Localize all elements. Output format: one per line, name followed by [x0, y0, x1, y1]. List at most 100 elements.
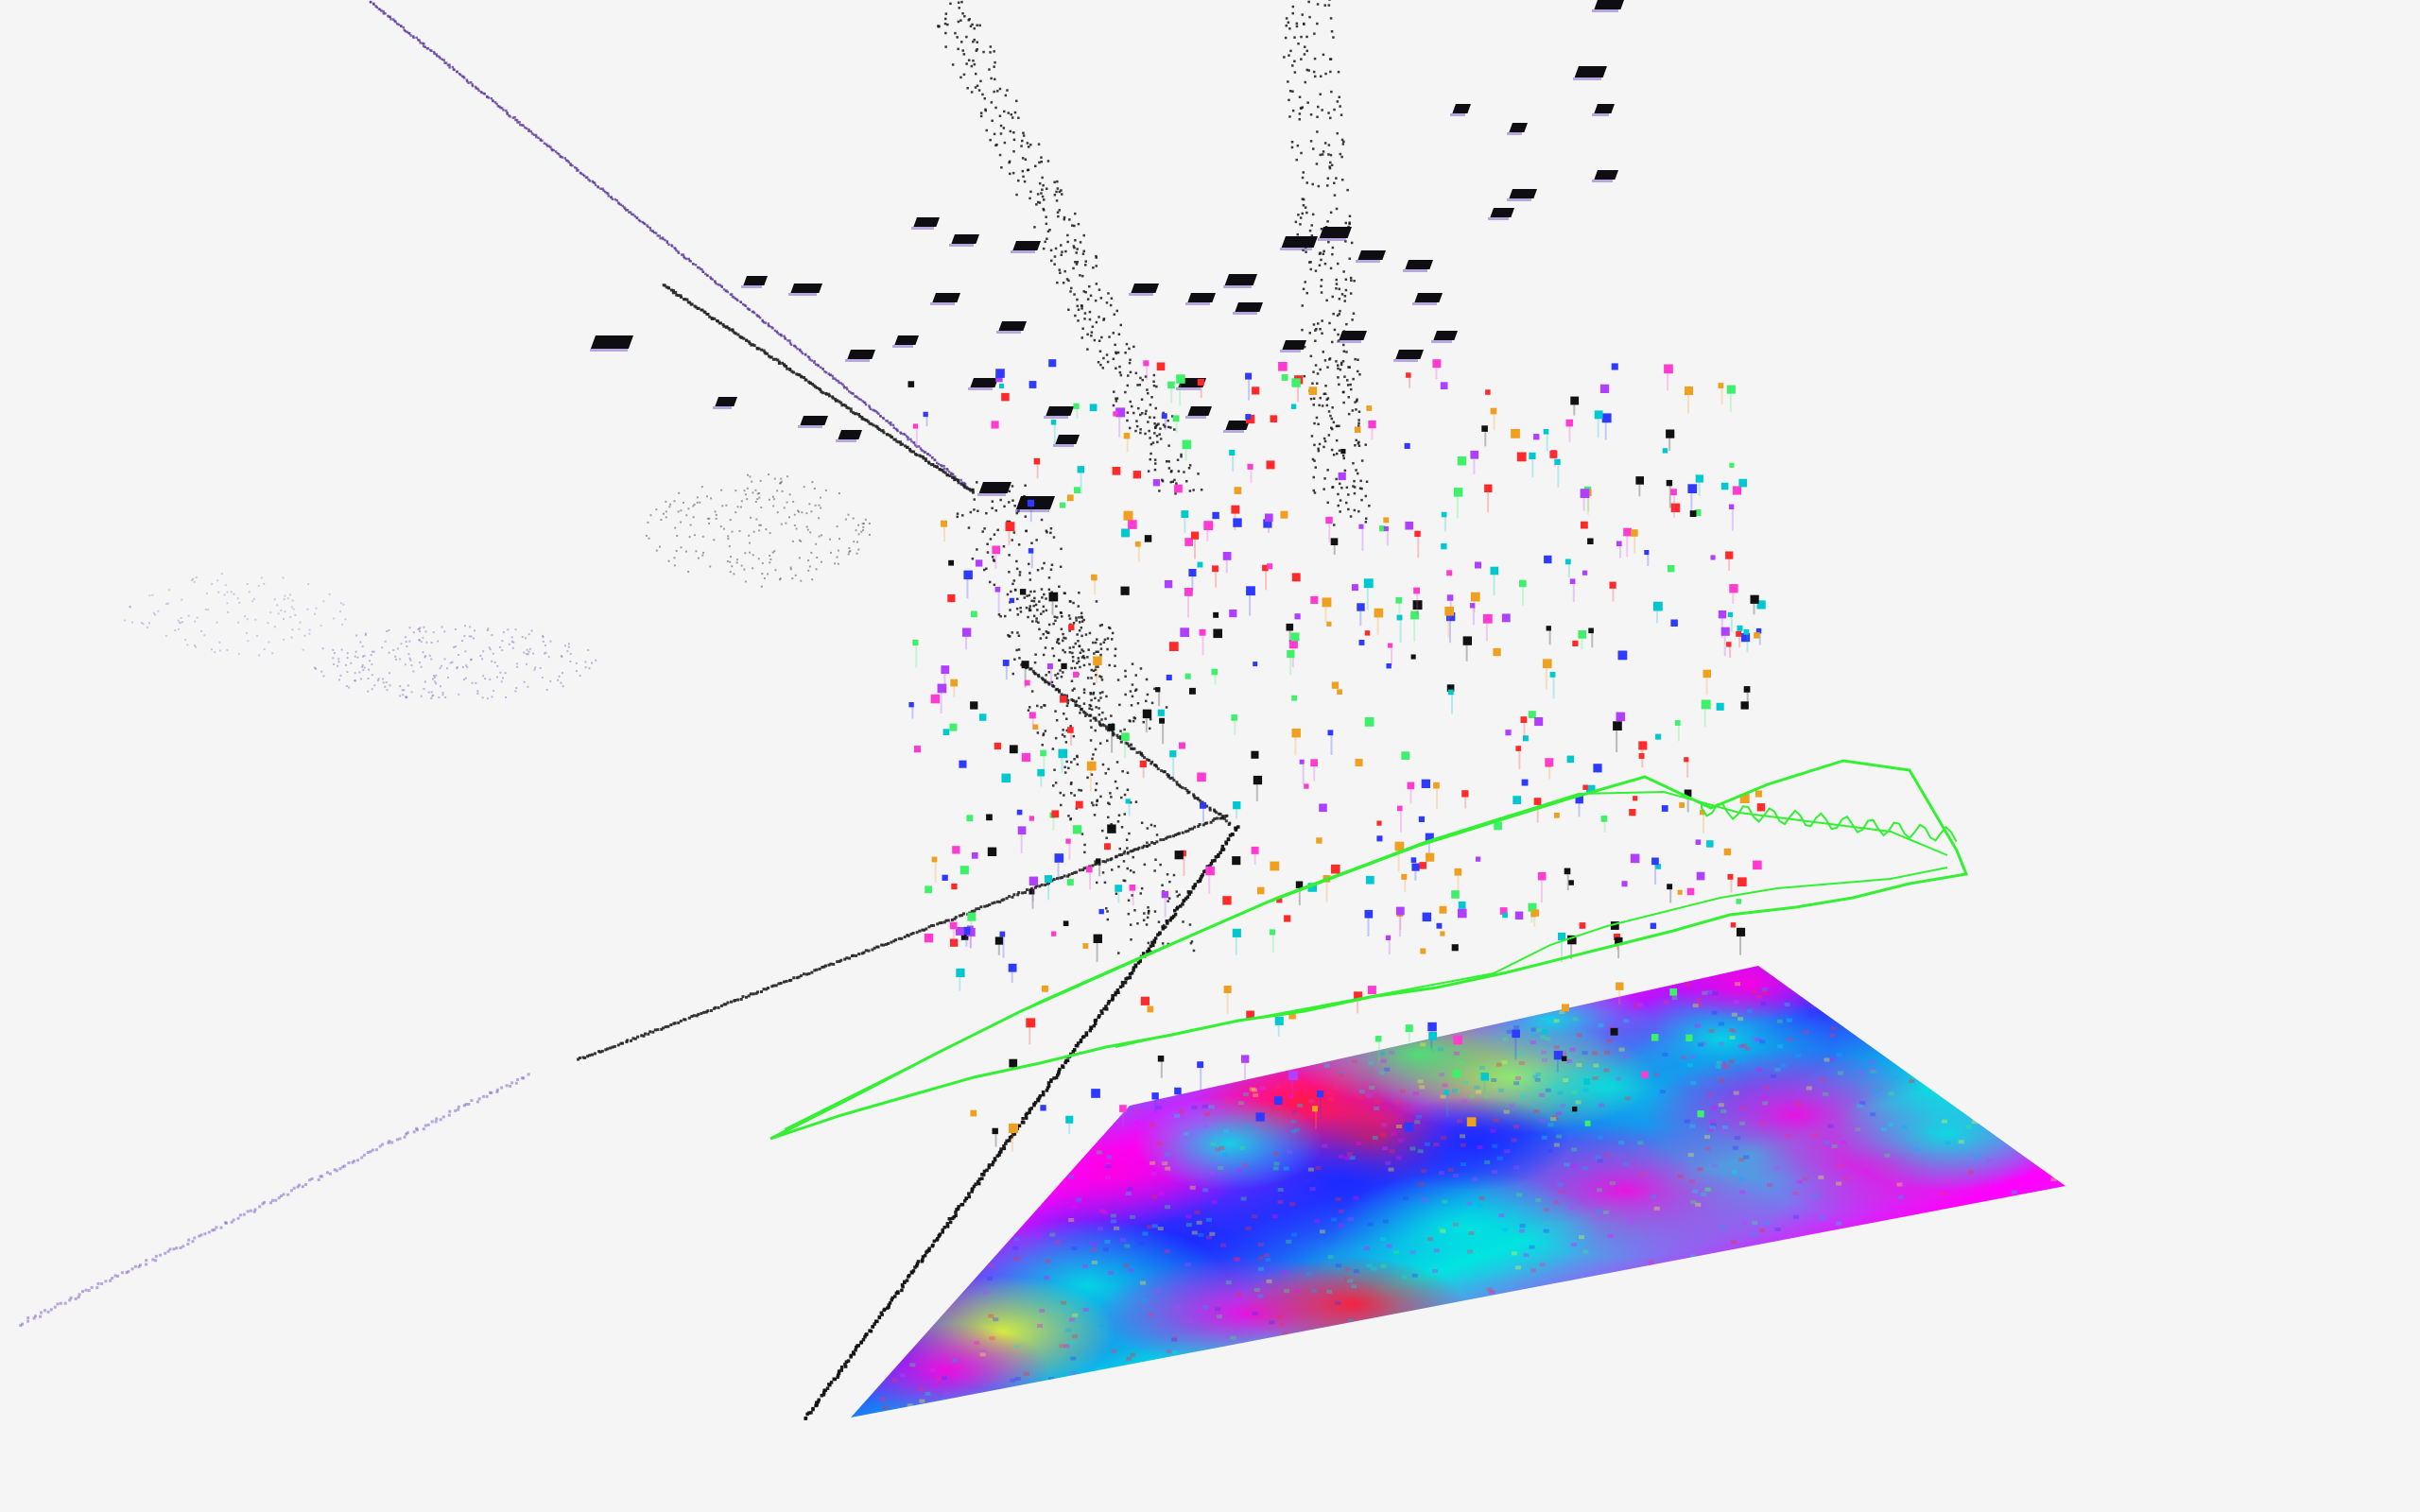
feature-marker — [1718, 383, 1724, 388]
heatmap-cell — [1411, 1273, 1418, 1278]
distant-point — [432, 678, 435, 680]
marker-trail — [952, 929, 955, 944]
stream-point — [1015, 559, 1018, 563]
ray-point — [1221, 815, 1225, 818]
marker-trail — [1366, 588, 1369, 610]
feature-marker — [1405, 521, 1413, 530]
heatmap-cell — [1698, 1042, 1703, 1047]
stream-point — [1083, 850, 1086, 854]
distant-point — [434, 680, 437, 683]
distant-point — [659, 545, 661, 548]
ray-point — [646, 224, 648, 227]
heatmap-cell — [1958, 1140, 1964, 1144]
stream-point — [1329, 153, 1333, 157]
marker-trail — [1570, 944, 1573, 959]
stream-point — [1065, 278, 1069, 281]
stream-point — [1009, 635, 1011, 638]
feature-marker — [1420, 948, 1426, 954]
marker-trail — [1472, 608, 1475, 626]
ray-point — [653, 231, 656, 234]
feature-marker — [1191, 531, 1200, 540]
ray-point — [457, 1108, 460, 1111]
heatmap-cell — [1221, 1153, 1228, 1157]
ray-point — [852, 392, 855, 395]
distant-point — [693, 503, 696, 506]
distant-point — [830, 551, 832, 554]
ray-point — [734, 297, 737, 301]
ray-point — [636, 1035, 640, 1039]
distant-point — [482, 675, 485, 678]
feature-marker — [1270, 415, 1278, 422]
stream-point — [1106, 360, 1110, 364]
distant-point — [314, 612, 316, 615]
distant-point — [178, 621, 181, 624]
ray-point — [845, 387, 848, 389]
stream-point — [1044, 646, 1047, 649]
heatmap-cell — [1442, 1083, 1448, 1088]
ray-point — [191, 1240, 195, 1244]
heatmap-cell — [1107, 1271, 1114, 1275]
stream-point — [1357, 472, 1359, 475]
distant-point — [227, 610, 230, 613]
ray-point — [917, 445, 921, 448]
landmark-block — [1012, 241, 1041, 250]
feature-marker — [1452, 1069, 1461, 1078]
feature-marker — [1001, 392, 1010, 402]
heatmap-cell — [1236, 1292, 1242, 1297]
stream-point — [1304, 281, 1306, 284]
marker-trail — [1244, 1062, 1246, 1079]
feature-marker — [1357, 603, 1365, 611]
ray-point — [829, 1381, 834, 1384]
distant-point — [665, 500, 667, 503]
feature-marker — [1470, 592, 1480, 602]
heatmap-cell — [1156, 1105, 1163, 1109]
stream-point — [1324, 72, 1327, 76]
stream-point — [1368, 505, 1371, 507]
ray-point — [466, 79, 469, 83]
ray-point — [859, 398, 862, 402]
stream-point — [1313, 443, 1316, 447]
feature-marker — [1578, 630, 1587, 639]
feature-marker — [947, 594, 956, 603]
ray-point — [1032, 671, 1036, 675]
feature-marker — [1542, 659, 1552, 669]
distant-point — [484, 678, 487, 680]
stream-point — [1353, 491, 1357, 495]
distant-point — [502, 677, 504, 679]
ray-point — [932, 923, 936, 927]
distant-point — [419, 662, 422, 664]
ray-point — [1140, 751, 1144, 755]
stream-point — [1129, 400, 1132, 404]
ray-point — [1168, 777, 1172, 781]
distant-point — [567, 643, 570, 645]
stream-point — [1013, 111, 1017, 114]
stream-point — [1115, 351, 1117, 354]
ray-point — [855, 395, 858, 398]
ray-point — [936, 922, 940, 926]
ray-point — [384, 12, 387, 15]
ray-point — [967, 1194, 972, 1199]
feature-marker — [966, 927, 976, 936]
stream-point — [1090, 331, 1094, 334]
heatmap-cell — [1396, 1125, 1402, 1128]
ray-point — [443, 61, 446, 64]
stream-point — [1130, 704, 1133, 707]
ray-point — [1128, 972, 1132, 976]
stream-point — [1341, 360, 1345, 363]
ray-point — [1220, 816, 1224, 820]
stream-point — [949, 2, 952, 6]
stream-point — [1353, 486, 1357, 489]
feature-marker — [1164, 580, 1173, 589]
ray-point — [728, 328, 732, 332]
stream-point — [1344, 240, 1347, 243]
feature-marker — [1484, 484, 1493, 492]
stream-point — [1019, 607, 1022, 610]
stream-point — [1012, 579, 1016, 582]
ray-point — [1153, 936, 1158, 940]
stream-point — [1053, 180, 1056, 183]
distant-point — [407, 653, 410, 656]
stream-point — [1340, 363, 1343, 367]
stream-point — [1322, 392, 1325, 396]
